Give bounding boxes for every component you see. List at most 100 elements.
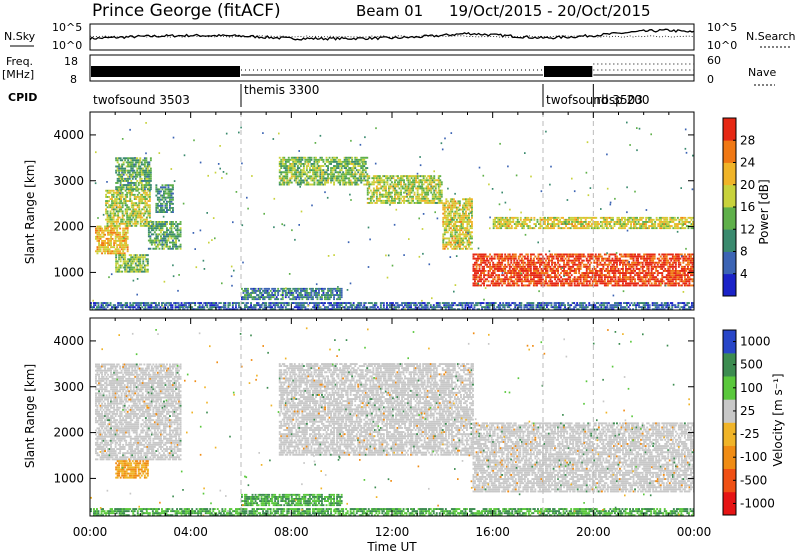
echo-cell (583, 227, 586, 230)
echo-cell (280, 179, 283, 182)
echo-cell (522, 225, 525, 227)
echo-cell (516, 282, 519, 285)
echo-cell (400, 193, 403, 196)
echo-cell (635, 263, 638, 266)
echo-cell (116, 270, 119, 273)
echo-cell (659, 268, 662, 270)
echo-cell (662, 263, 665, 266)
echo-cell (293, 179, 296, 182)
echo-cell (427, 197, 430, 200)
echo-cell (676, 257, 679, 260)
echo-cell (471, 247, 473, 250)
echo-cell (98, 240, 101, 242)
echo-cell (139, 198, 142, 200)
echo-cell (115, 188, 118, 191)
echo-cell (691, 278, 694, 281)
echo-cell (514, 274, 517, 277)
echo-cell (587, 253, 590, 256)
echo-cell (679, 278, 682, 281)
echo-cell (622, 216, 625, 219)
echo-cell (130, 200, 133, 202)
echo-cell (685, 259, 688, 262)
echo-cell (296, 171, 299, 174)
echo-cell (125, 246, 128, 249)
echo-cell (602, 259, 605, 262)
echo-cell (354, 181, 357, 184)
echo-cell (120, 210, 123, 213)
echo-cell (504, 276, 507, 279)
echo-cell (564, 257, 567, 260)
echo-cell (557, 272, 560, 274)
echo-cell (179, 221, 182, 223)
echo-cell (425, 202, 428, 204)
echo-cell (559, 218, 562, 221)
echo-cell (511, 263, 514, 266)
echo-cell (609, 261, 612, 264)
echo-cell (293, 165, 296, 167)
echo-cell (129, 214, 132, 217)
echo-cell (578, 278, 581, 281)
echo-cell (664, 255, 667, 258)
echo-cell (454, 243, 457, 246)
echo-cell (620, 272, 623, 274)
echo-cell (343, 156, 346, 159)
echo-cell (116, 266, 119, 269)
echo-cell (439, 195, 442, 198)
echo-cell (149, 175, 152, 178)
echo-cell (118, 188, 121, 191)
echo-cell (548, 276, 550, 279)
echo-cell (343, 175, 346, 178)
echo-cell (166, 235, 168, 238)
echo-cell (147, 193, 150, 196)
echo-cell (304, 177, 307, 180)
echo-cell (579, 268, 582, 270)
echo-cell (664, 276, 667, 279)
echo-cell (334, 156, 337, 159)
echo-cell (295, 158, 298, 161)
echo-cell (409, 183, 412, 186)
echo-cell (510, 284, 513, 287)
echo-cell (161, 245, 164, 248)
echo-cell (388, 191, 390, 194)
echo-cell (324, 179, 327, 182)
echo-cell (128, 171, 131, 174)
echo-cell (539, 259, 541, 262)
echo-cell (581, 223, 584, 225)
echo-cell (619, 225, 622, 227)
echo-cell (167, 237, 170, 240)
echo-cell (466, 206, 469, 209)
echo-cell (160, 239, 162, 242)
echo-cell (105, 227, 108, 230)
echo-cell (123, 246, 126, 249)
echo-cell (687, 276, 689, 279)
echo-cell (133, 184, 136, 186)
echo-cell (178, 223, 181, 225)
echo-cell (445, 206, 448, 209)
echo-cell (398, 177, 401, 180)
echo-cell (544, 218, 546, 221)
echo-cell (569, 272, 572, 274)
echo-cell (544, 221, 546, 223)
echo-cell (487, 280, 490, 283)
echo-cell (404, 185, 407, 188)
echo-cell (637, 282, 640, 285)
echo-cell (468, 200, 470, 203)
echo-cell (475, 261, 478, 264)
echo-cell (563, 218, 566, 221)
echo-cell (96, 233, 99, 236)
echo-cell (170, 196, 173, 199)
echo-cell (371, 197, 374, 200)
echo-cell (156, 233, 159, 236)
echo-cell (109, 218, 112, 221)
echo-cell (673, 255, 676, 258)
echo-cell (688, 268, 691, 270)
echo-cell (325, 177, 328, 180)
echo-cell (576, 284, 579, 287)
echo-cell (286, 158, 289, 161)
echo-cell (319, 165, 322, 167)
echo-cell (166, 184, 168, 187)
echo-cell (345, 183, 348, 186)
echo-cell (502, 265, 505, 268)
echo-cell (514, 263, 517, 266)
echo-cell (413, 179, 416, 182)
